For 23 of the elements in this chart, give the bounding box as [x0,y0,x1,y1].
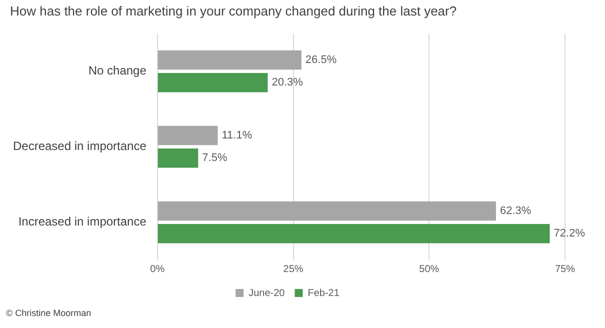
bar [158,50,302,70]
data-label: 20.3% [272,76,304,89]
x-tick-label: 0% [150,264,165,275]
bar [158,224,550,244]
bar [158,148,198,168]
y-tick-label: No change [88,64,147,78]
text: © Christine Moorman [5,308,92,318]
bar [158,73,268,92]
y-tick-label: Increased in importance [18,214,147,229]
chart-title: How has the role of marketing in your company changed during the last year? [10,3,457,18]
y-tick-label: Decreased in importance [12,139,147,154]
data-label: 11.1% [222,130,252,142]
bar [158,126,218,146]
data-label: 7.5% [202,152,228,164]
x-tick-label: 25% [283,264,304,275]
legend-label: June-20 [248,288,286,299]
data-label: 62.3% [500,204,532,217]
x-tick-label: 50% [419,264,440,275]
data-label: 26.5% [305,54,337,66]
x-tick-label: 75% [554,264,576,275]
bar [158,201,496,221]
data-label: 72.2% [554,228,586,240]
legend-label: Feb-21 [308,288,340,299]
